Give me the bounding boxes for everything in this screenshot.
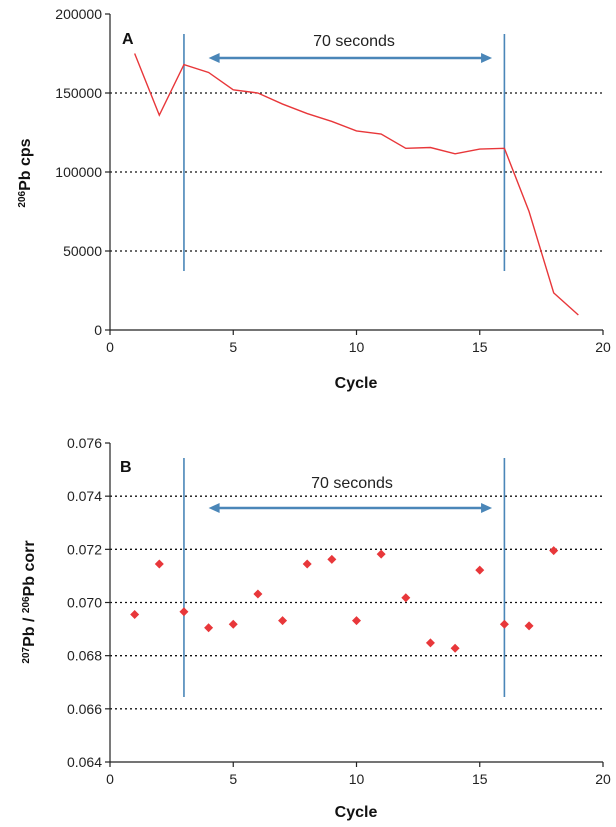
panel-b-data-point [302, 559, 312, 569]
panel-b-y-tick-label: 0.074 [67, 488, 102, 504]
panel-b-data-point [425, 638, 435, 648]
panel-b-label: B [120, 459, 132, 476]
panel-a-duration-arrow [208, 53, 493, 63]
panel-b-y-axis-label: 207Pb / 206Pb corr [21, 540, 38, 663]
panel-b-data-point [278, 616, 288, 626]
panel-a-y-label-main: Pb cps [17, 138, 34, 191]
panel-b-y-tick-label: 0.076 [67, 435, 102, 451]
panel-a-series-line [134, 53, 579, 316]
panel-b-y-label-end: Pb corr [21, 540, 38, 596]
panel-b-duration-arrow [208, 503, 493, 513]
panel-a-y-axis-label: 206Pb cps [17, 138, 34, 207]
panel-b-data-point [376, 549, 386, 559]
panel-b-data-point [179, 607, 189, 617]
panel-b-x-tick-label: 10 [349, 771, 365, 787]
panel-b-y-tick-label: 0.064 [67, 754, 102, 770]
panel-b-data-point [204, 623, 214, 633]
panel-b-chart: B 70 seconds Cycle 207Pb / 206Pb corr 0.… [21, 435, 611, 821]
panel-a-x-tick-label: 20 [595, 339, 611, 355]
panel-b-data-point [475, 565, 485, 575]
panel-b-y-label-sup2: 206 [21, 596, 32, 613]
panel-a-y-tick-label: 200000 [55, 6, 102, 22]
panel-b-data-point [450, 643, 460, 653]
panel-a-x-tick-label: 5 [229, 339, 237, 355]
panel-b-x-tick-label: 20 [595, 771, 611, 787]
panel-b-data-point [352, 616, 361, 626]
panel-b-x-tick-label: 15 [472, 771, 488, 787]
panel-b-data-point [130, 609, 140, 619]
panel-b-data-point [524, 621, 534, 631]
panel-a-annotation: 70 seconds [313, 33, 395, 50]
panel-a-x-tick-label: 15 [472, 339, 488, 355]
panel-b-y-tick-label: 0.070 [67, 595, 102, 611]
panel-a-x-tick-label: 10 [349, 339, 365, 355]
panel-a-y-tick-label: 50000 [63, 243, 102, 259]
panel-b-data-point [327, 554, 337, 564]
panel-b-annotation: 70 seconds [311, 475, 393, 492]
panel-a-x-axis-label: Cycle [335, 375, 378, 392]
panel-b-x-tick-label: 5 [229, 771, 237, 787]
panel-b-y-tick-label: 0.068 [67, 648, 102, 664]
panel-a-y-tick-label: 0 [94, 322, 102, 338]
panel-b-y-label-sup1: 207 [21, 646, 32, 663]
panel-a-y-tick-label: 150000 [55, 85, 102, 101]
panel-b-y-label-mid: Pb / [21, 613, 38, 647]
panel-b-data-point [154, 559, 164, 569]
panel-b-data-point [549, 546, 559, 556]
panel-a-y-label-sup: 206 [17, 190, 28, 207]
panel-b-data-point [499, 619, 509, 629]
panel-b-x-tick-label: 0 [106, 771, 114, 787]
panel-b-data-point [228, 619, 238, 629]
panel-b-y-tick-label: 0.066 [67, 701, 102, 717]
panel-b-data-point [253, 589, 263, 599]
panel-a-label: A [122, 31, 134, 48]
panel-b-data-point [401, 593, 411, 603]
panel-a-chart: A 70 seconds Cycle 206Pb cps 0 50000 10000… [17, 6, 611, 392]
panel-b-y-tick-label: 0.072 [67, 541, 102, 557]
panel-b-x-axis-label: Cycle [335, 804, 378, 821]
panel-a-y-tick-label: 100000 [55, 164, 102, 180]
panel-a-x-tick-label: 0 [106, 339, 114, 355]
